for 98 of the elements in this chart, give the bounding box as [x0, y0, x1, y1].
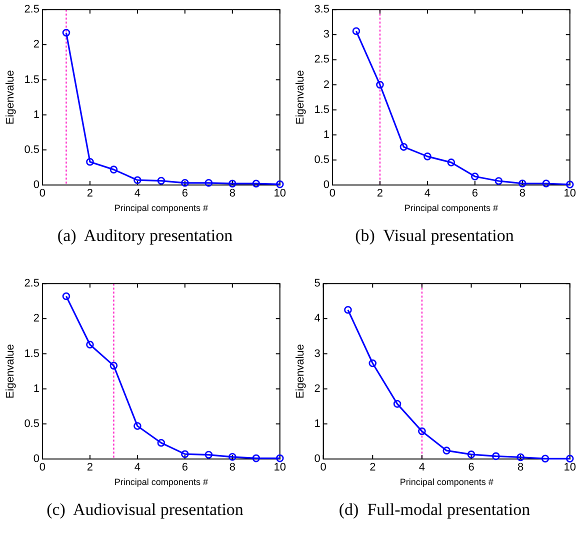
x-tick-label: 8: [229, 188, 236, 200]
y-tick-label: 3: [323, 28, 330, 41]
y-tick-label: 5: [314, 278, 320, 290]
y-tick-label: 1: [323, 128, 330, 141]
y-tick-label: 3: [314, 348, 320, 360]
x-tick-label: 10: [274, 188, 286, 200]
point: [566, 454, 574, 463]
point: [276, 454, 284, 462]
x-tick-label: 2: [86, 188, 94, 200]
y-tick-label: 2: [314, 382, 320, 395]
y-axis-title: Eigenvalue: [4, 344, 17, 399]
y-tick-label: 2.5: [314, 54, 330, 66]
y-tick-label: 2: [33, 38, 40, 51]
point: [418, 427, 426, 436]
point: [204, 450, 213, 459]
x-tick-label: 6: [468, 462, 474, 474]
point: [492, 452, 500, 460]
point: [228, 180, 236, 188]
point: [442, 446, 450, 454]
x-tick-label: 6: [182, 462, 188, 474]
y-tick-label: 1.5: [24, 348, 40, 360]
x-tick-label: 2: [376, 188, 384, 200]
y-tick-label: 2: [33, 312, 40, 325]
x-tick-label: 4: [134, 188, 141, 200]
x-tick-label: 10: [564, 462, 576, 474]
point: [376, 80, 384, 89]
x-axis-title: Principal components #: [404, 203, 498, 214]
point: [157, 176, 166, 185]
x-tick-label: 10: [564, 188, 576, 200]
x-tick-label: 2: [370, 462, 376, 474]
y-axis-title: Eigenvalue: [294, 70, 307, 125]
x-tick-label: 4: [134, 462, 141, 474]
point: [228, 452, 236, 461]
point: [516, 453, 524, 462]
x-tick-label: 8: [519, 188, 526, 200]
point: [352, 27, 360, 36]
point: [157, 438, 166, 447]
point: [62, 28, 70, 37]
point: [368, 359, 377, 368]
point: [542, 180, 550, 188]
point: [86, 340, 94, 349]
y-tick-label: 0.5: [314, 154, 330, 166]
y-tick-label: 0: [323, 179, 330, 192]
x-tick-label: 10: [274, 462, 286, 474]
y-tick-label: 2.5: [24, 278, 40, 290]
y-tick-label: 1: [314, 418, 320, 430]
point: [252, 454, 260, 462]
x-tick-label: 4: [424, 188, 431, 200]
point: [541, 454, 550, 463]
y-tick-label: 0.5: [24, 418, 40, 430]
y-tick-label: 0: [314, 453, 320, 466]
x-axis-title: Principal components #: [114, 203, 208, 214]
x-tick-label: 8: [229, 462, 236, 474]
point: [181, 450, 189, 458]
y-tick-label: 4: [314, 312, 320, 325]
point: [424, 152, 432, 160]
x-tick-label: 4: [418, 462, 426, 474]
x-tick-label: 6: [182, 188, 188, 200]
point: [393, 400, 402, 408]
text: (a) Auditory presentation: [56, 226, 234, 246]
text: (b) Visual presentation: [354, 226, 515, 246]
y-axis-title: Eigenvalue: [294, 344, 307, 399]
x-axis-title: Principal components #: [114, 477, 208, 488]
point: [110, 362, 118, 370]
y-axis-title: Eigenvalue: [4, 70, 17, 125]
point: [86, 158, 94, 166]
point: [467, 450, 476, 458]
point: [276, 180, 284, 188]
y-tick-label: 0.5: [24, 144, 40, 156]
point: [110, 166, 118, 174]
point: [447, 158, 456, 166]
y-tick-label: 2: [323, 78, 330, 91]
point: [344, 306, 352, 314]
point: [518, 180, 526, 188]
point: [204, 178, 213, 187]
x-tick-label: 8: [518, 462, 524, 474]
y-tick-label: 0: [33, 453, 40, 466]
y-tick-label: 2.5: [24, 4, 40, 16]
x-tick-label: 2: [86, 462, 94, 474]
text: (d) Full-modal presentation: [338, 500, 532, 520]
y-tick-label: 1.5: [24, 74, 40, 86]
point: [181, 178, 189, 187]
point: [252, 180, 260, 188]
point: [494, 177, 503, 185]
point: [400, 143, 408, 151]
point: [62, 292, 70, 300]
x-axis-title: Principal components #: [400, 477, 494, 488]
point: [134, 422, 142, 430]
point: [566, 180, 574, 188]
y-tick-label: 1: [33, 382, 40, 395]
point: [134, 176, 142, 184]
x-tick-label: 6: [472, 188, 478, 200]
text: (c) Audiovisual presentation: [46, 500, 244, 520]
point: [471, 172, 479, 180]
y-tick-label: 3.5: [314, 4, 330, 16]
y-tick-label: 0: [33, 179, 40, 192]
y-tick-label: 1.5: [314, 104, 330, 116]
y-tick-label: 1: [33, 108, 40, 121]
